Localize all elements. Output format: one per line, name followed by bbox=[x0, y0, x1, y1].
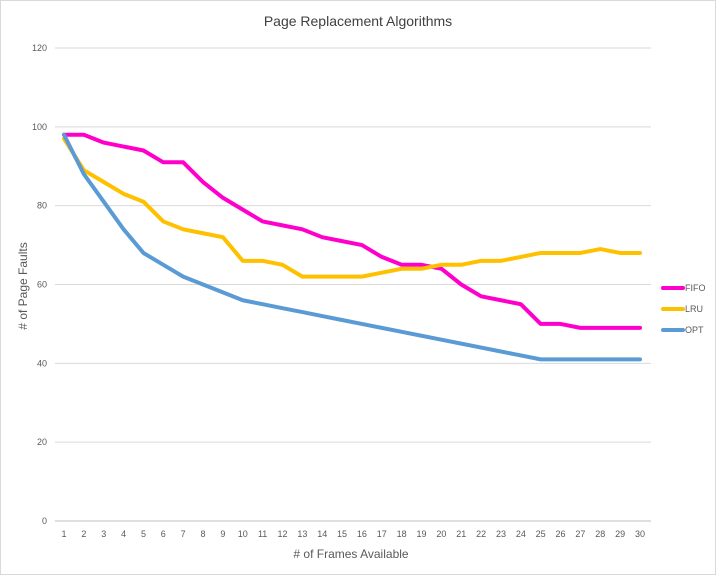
x-tick-label: 13 bbox=[297, 529, 307, 539]
x-tick-label: 19 bbox=[417, 529, 427, 539]
x-tick-label: 7 bbox=[181, 529, 186, 539]
x-tick-label: 30 bbox=[635, 529, 645, 539]
x-tick-label: 17 bbox=[377, 529, 387, 539]
x-tick-label: 23 bbox=[496, 529, 506, 539]
x-tick-label: 15 bbox=[337, 529, 347, 539]
y-axis-ticks: 0 20 40 60 80 100 120 bbox=[32, 43, 47, 526]
legend-label-opt: OPT bbox=[685, 325, 704, 335]
x-tick-label: 28 bbox=[595, 529, 605, 539]
x-tick-label: 16 bbox=[357, 529, 367, 539]
y-tick-label: 120 bbox=[32, 43, 47, 53]
x-tick-label: 9 bbox=[220, 529, 225, 539]
legend-label-lru: LRU bbox=[685, 304, 703, 314]
x-tick-label: 8 bbox=[201, 529, 206, 539]
x-tick-label: 1 bbox=[61, 529, 66, 539]
x-tick-label: 5 bbox=[141, 529, 146, 539]
x-tick-label: 29 bbox=[615, 529, 625, 539]
y-tick-label: 0 bbox=[42, 516, 47, 526]
series-line-lru bbox=[62, 136, 642, 279]
y-tick-label: 20 bbox=[37, 437, 47, 447]
legend: FIFO LRU OPT bbox=[661, 283, 706, 335]
x-tick-label: 11 bbox=[258, 529, 267, 539]
y-axis-label: # of Page Faults bbox=[16, 242, 30, 329]
x-tick-label: 12 bbox=[277, 529, 287, 539]
x-tick-label: 24 bbox=[516, 529, 526, 539]
gridlines bbox=[55, 47, 651, 522]
x-tick-label: 3 bbox=[101, 529, 106, 539]
x-axis-label: # of Frames Available bbox=[293, 547, 408, 561]
series-line-opt bbox=[62, 132, 642, 362]
x-tick-label: 18 bbox=[397, 529, 407, 539]
y-tick-label: 80 bbox=[37, 201, 47, 211]
x-tick-label: 22 bbox=[476, 529, 486, 539]
x-tick-label: 14 bbox=[317, 529, 327, 539]
x-tick-label: 27 bbox=[575, 529, 585, 539]
x-tick-label: 10 bbox=[238, 529, 248, 539]
series-line-fifo bbox=[62, 132, 642, 330]
y-tick-label: 40 bbox=[37, 358, 47, 368]
x-tick-label: 4 bbox=[121, 529, 126, 539]
x-tick-label: 21 bbox=[456, 529, 466, 539]
x-tick-label: 25 bbox=[536, 529, 546, 539]
x-tick-label: 2 bbox=[81, 529, 86, 539]
series-lines bbox=[62, 132, 642, 362]
x-tick-label: 20 bbox=[436, 529, 446, 539]
x-tick-label: 6 bbox=[161, 529, 166, 539]
y-tick-label: 60 bbox=[37, 280, 47, 290]
chart-title: Page Replacement Algorithms bbox=[264, 13, 452, 29]
x-axis-ticks: 1 2 3 4 5 6 7 8 9 10 11 12 13 14 15 16 17 18 19 20 21 22 23 24 2… bbox=[61, 529, 645, 539]
y-tick-label: 100 bbox=[32, 122, 47, 132]
x-tick-label: 26 bbox=[556, 529, 566, 539]
legend-label-fifo: FIFO bbox=[685, 283, 706, 293]
